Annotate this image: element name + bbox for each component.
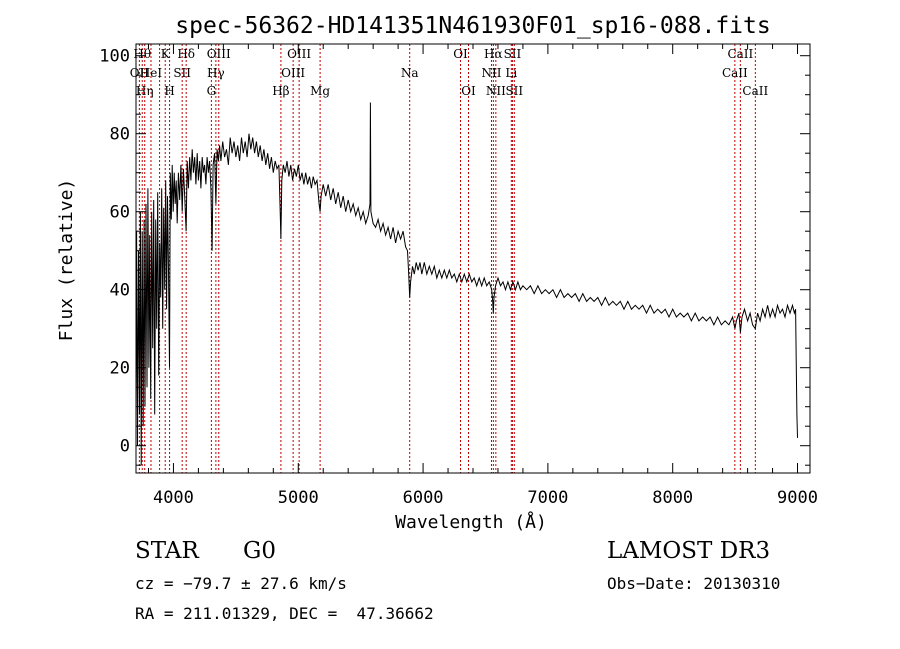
y-tick-label-2: 40 <box>110 281 130 301</box>
line-label-3: HeI <box>140 66 163 80</box>
object-class: STAR <box>135 538 199 564</box>
x-tick-label-1: 5000 <box>278 488 319 508</box>
line-label-24: SII <box>505 84 523 98</box>
x-tick-label-4: 8000 <box>652 488 693 508</box>
x-axis-label: Wavelength (Å) <box>395 511 547 533</box>
line-label-18: OI <box>461 84 476 98</box>
line-label-10: Hγ <box>207 66 225 80</box>
y-tick-label-3: 60 <box>110 203 130 223</box>
line-label-7: SII <box>173 66 191 80</box>
line-label-8: Hδ <box>177 47 195 61</box>
y-tick-label-1: 20 <box>110 359 130 379</box>
line-label-6: H <box>164 84 174 98</box>
line-label-9: G <box>207 84 217 98</box>
line-label-2: Hη <box>136 84 154 98</box>
line-label-17: OI <box>453 47 468 61</box>
line-label-27: CaII <box>742 84 768 98</box>
line-label-16: Na <box>401 66 419 80</box>
line-label-22: Li <box>505 66 517 80</box>
line-label-20: Hα <box>484 47 503 61</box>
emission-line-labels: OII Hθ Hη HeI K H SII Hδ G Hγ OIII Hβ OIII OIII Mg Na OI… <box>130 47 769 98</box>
line-label-13: OIII <box>281 66 305 80</box>
y-tick-label-0: 0 <box>120 437 130 457</box>
survey-name: LAMOST DR3 <box>607 538 771 564</box>
x-tick-label-5: 9000 <box>777 488 818 508</box>
plot-frame <box>135 43 811 474</box>
y-tick-label-4: 80 <box>110 125 130 145</box>
line-label-25: CaII <box>722 66 748 80</box>
line-label-21: NII <box>486 84 506 98</box>
line-label-5: K <box>161 47 171 61</box>
chart-title: spec-56362-HD141351N461930F01_sp16-088.f… <box>175 13 770 39</box>
line-label-12: Hβ <box>272 84 289 98</box>
observation-date: Obs−Date: 20130310 <box>607 574 781 593</box>
x-tick-label-3: 7000 <box>527 488 568 508</box>
line-label-15: Mg <box>310 84 330 98</box>
x-axis-ticks: 4000 5000 6000 7000 8000 9000 <box>147 44 818 508</box>
line-label-1: Hθ <box>133 47 151 61</box>
spectrum-line <box>135 102 798 466</box>
x-tick-label-0: 4000 <box>153 488 194 508</box>
coordinates: RA = 211.01329, DEC = 47.36662 <box>135 604 434 623</box>
y-tick-label-5: 100 <box>99 47 130 67</box>
y-axis-ticks: 0 20 40 60 80 100 <box>99 47 810 466</box>
line-label-11: OIII <box>207 47 231 61</box>
object-subclass: G0 <box>243 538 277 564</box>
emission-line-markers <box>138 44 756 473</box>
y-axis-label: Flux (relative) <box>56 179 77 342</box>
line-label-19: NII <box>481 66 501 80</box>
x-tick-label-2: 6000 <box>403 488 444 508</box>
line-label-26: CaII <box>727 47 753 61</box>
line-label-0: OII <box>130 66 150 80</box>
line-label-14: OIII <box>287 47 311 61</box>
redshift-value: cz = −79.7 ± 27.6 km/s <box>135 574 347 593</box>
line-label-23: SII <box>504 47 522 61</box>
